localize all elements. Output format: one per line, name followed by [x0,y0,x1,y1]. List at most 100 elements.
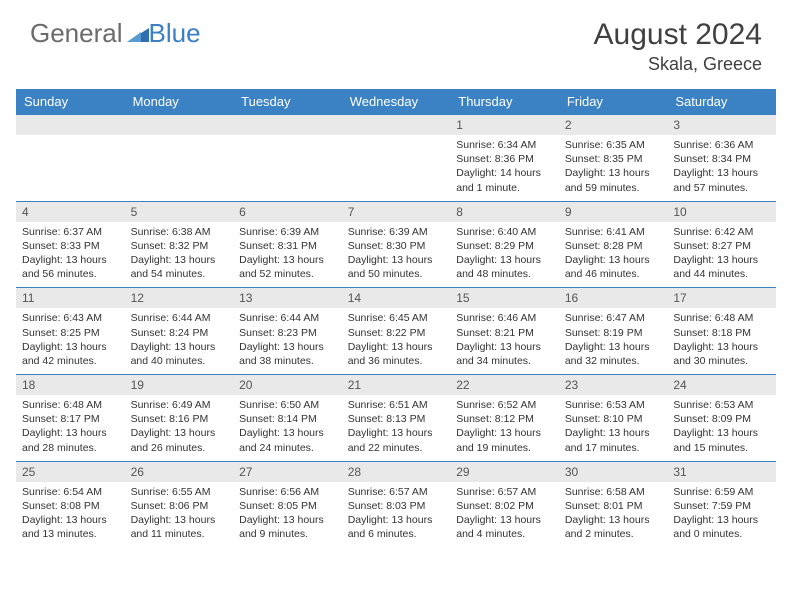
calendar-body: 1Sunrise: 6:34 AMSunset: 8:36 PMDaylight… [16,115,776,548]
sunset-text: Sunset: 8:34 PM [673,152,770,166]
daylight-text: Daylight: 13 hours and 44 minutes. [673,253,770,281]
sunrise-text: Sunrise: 6:54 AM [22,485,119,499]
daylight-text: Daylight: 13 hours and 4 minutes. [456,513,553,541]
sunrise-text: Sunrise: 6:56 AM [239,485,336,499]
calendar-cell: 21Sunrise: 6:51 AMSunset: 8:13 PMDayligh… [342,375,451,462]
sunset-text: Sunset: 8:13 PM [348,412,445,426]
day-number: 27 [233,462,342,482]
daylight-text: Daylight: 13 hours and 15 minutes. [673,426,770,454]
sunrise-text: Sunrise: 6:40 AM [456,225,553,239]
day-number: 26 [125,462,234,482]
empty-day-body [16,135,125,193]
sunrise-text: Sunrise: 6:49 AM [131,398,228,412]
sunset-text: Sunset: 8:25 PM [22,326,119,340]
day-number: 11 [16,288,125,308]
day-details: Sunrise: 6:34 AMSunset: 8:36 PMDaylight:… [450,135,559,201]
day-details: Sunrise: 6:37 AMSunset: 8:33 PMDaylight:… [16,222,125,288]
day-details: Sunrise: 6:57 AMSunset: 8:02 PMDaylight:… [450,482,559,548]
day-number: 14 [342,288,451,308]
daylight-text: Daylight: 13 hours and 26 minutes. [131,426,228,454]
sunset-text: Sunset: 8:03 PM [348,499,445,513]
daylight-text: Daylight: 13 hours and 28 minutes. [22,426,119,454]
day-details: Sunrise: 6:59 AMSunset: 7:59 PMDaylight:… [667,482,776,548]
day-number: 30 [559,462,668,482]
daylight-text: Daylight: 13 hours and 42 minutes. [22,340,119,368]
sunset-text: Sunset: 8:08 PM [22,499,119,513]
sunrise-text: Sunrise: 6:39 AM [348,225,445,239]
day-details: Sunrise: 6:40 AMSunset: 8:29 PMDaylight:… [450,222,559,288]
sunrise-text: Sunrise: 6:57 AM [348,485,445,499]
calendar-week-row: 1Sunrise: 6:34 AMSunset: 8:36 PMDaylight… [16,115,776,202]
empty-day-body [342,135,451,193]
sunrise-text: Sunrise: 6:57 AM [456,485,553,499]
sunset-text: Sunset: 8:24 PM [131,326,228,340]
sunrise-text: Sunrise: 6:34 AM [456,138,553,152]
daylight-text: Daylight: 14 hours and 1 minute. [456,166,553,194]
day-number: 23 [559,375,668,395]
day-header: Thursday [450,89,559,115]
calendar-cell: 25Sunrise: 6:54 AMSunset: 8:08 PMDayligh… [16,461,125,547]
sunrise-text: Sunrise: 6:52 AM [456,398,553,412]
calendar-cell: 29Sunrise: 6:57 AMSunset: 8:02 PMDayligh… [450,461,559,547]
title-location: Skala, Greece [594,54,762,75]
calendar-cell: 24Sunrise: 6:53 AMSunset: 8:09 PMDayligh… [667,375,776,462]
sunrise-text: Sunrise: 6:53 AM [565,398,662,412]
daylight-text: Daylight: 13 hours and 56 minutes. [22,253,119,281]
day-header: Wednesday [342,89,451,115]
day-number: 21 [342,375,451,395]
calendar-cell: 7Sunrise: 6:39 AMSunset: 8:30 PMDaylight… [342,201,451,288]
sunrise-text: Sunrise: 6:41 AM [565,225,662,239]
daylight-text: Daylight: 13 hours and 9 minutes. [239,513,336,541]
sunrise-text: Sunrise: 6:59 AM [673,485,770,499]
day-number: 22 [450,375,559,395]
daylight-text: Daylight: 13 hours and 52 minutes. [239,253,336,281]
day-number: 25 [16,462,125,482]
daylight-text: Daylight: 13 hours and 19 minutes. [456,426,553,454]
empty-day-band [16,115,125,135]
sunrise-text: Sunrise: 6:42 AM [673,225,770,239]
sunrise-text: Sunrise: 6:43 AM [22,311,119,325]
day-details: Sunrise: 6:52 AMSunset: 8:12 PMDaylight:… [450,395,559,461]
calendar-week-row: 4Sunrise: 6:37 AMSunset: 8:33 PMDaylight… [16,201,776,288]
calendar-cell: 10Sunrise: 6:42 AMSunset: 8:27 PMDayligh… [667,201,776,288]
daylight-text: Daylight: 13 hours and 48 minutes. [456,253,553,281]
sunset-text: Sunset: 7:59 PM [673,499,770,513]
day-number: 2 [559,115,668,135]
calendar-cell: 27Sunrise: 6:56 AMSunset: 8:05 PMDayligh… [233,461,342,547]
day-details: Sunrise: 6:53 AMSunset: 8:10 PMDaylight:… [559,395,668,461]
sunset-text: Sunset: 8:35 PM [565,152,662,166]
sunset-text: Sunset: 8:33 PM [22,239,119,253]
page-header: General Blue August 2024 Skala, Greece [0,0,792,83]
day-header: Saturday [667,89,776,115]
day-number: 31 [667,462,776,482]
day-number: 1 [450,115,559,135]
day-details: Sunrise: 6:47 AMSunset: 8:19 PMDaylight:… [559,308,668,374]
day-header: Monday [125,89,234,115]
daylight-text: Daylight: 13 hours and 32 minutes. [565,340,662,368]
sunset-text: Sunset: 8:14 PM [239,412,336,426]
day-number: 5 [125,202,234,222]
calendar-cell: 4Sunrise: 6:37 AMSunset: 8:33 PMDaylight… [16,201,125,288]
calendar-cell [16,115,125,202]
sunset-text: Sunset: 8:36 PM [456,152,553,166]
calendar-cell: 6Sunrise: 6:39 AMSunset: 8:31 PMDaylight… [233,201,342,288]
calendar-cell: 8Sunrise: 6:40 AMSunset: 8:29 PMDaylight… [450,201,559,288]
sunset-text: Sunset: 8:12 PM [456,412,553,426]
empty-day-band [233,115,342,135]
sunset-text: Sunset: 8:09 PM [673,412,770,426]
day-details: Sunrise: 6:44 AMSunset: 8:24 PMDaylight:… [125,308,234,374]
daylight-text: Daylight: 13 hours and 24 minutes. [239,426,336,454]
calendar-cell: 28Sunrise: 6:57 AMSunset: 8:03 PMDayligh… [342,461,451,547]
sunrise-text: Sunrise: 6:48 AM [673,311,770,325]
daylight-text: Daylight: 13 hours and 0 minutes. [673,513,770,541]
day-number: 15 [450,288,559,308]
daylight-text: Daylight: 13 hours and 36 minutes. [348,340,445,368]
sunrise-text: Sunrise: 6:51 AM [348,398,445,412]
sunrise-text: Sunrise: 6:53 AM [673,398,770,412]
day-details: Sunrise: 6:42 AMSunset: 8:27 PMDaylight:… [667,222,776,288]
day-details: Sunrise: 6:44 AMSunset: 8:23 PMDaylight:… [233,308,342,374]
day-details: Sunrise: 6:55 AMSunset: 8:06 PMDaylight:… [125,482,234,548]
day-details: Sunrise: 6:54 AMSunset: 8:08 PMDaylight:… [16,482,125,548]
calendar-cell [233,115,342,202]
brand-part2: Blue [149,18,201,49]
